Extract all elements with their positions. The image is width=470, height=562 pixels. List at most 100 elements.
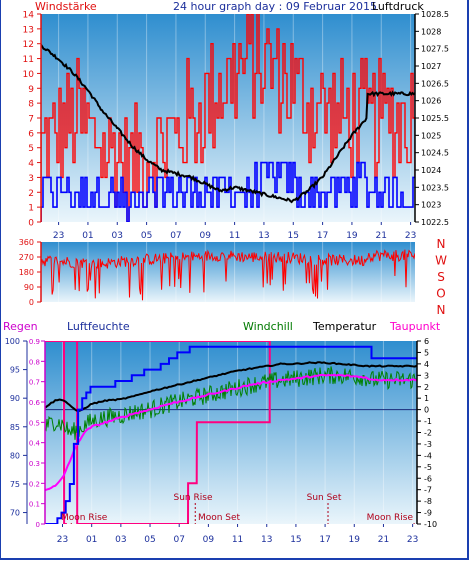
pressure-tick-label: 1026.5 bbox=[421, 79, 449, 88]
time-tick-label: 15 bbox=[288, 231, 299, 241]
direction-tick-label: 180 bbox=[19, 268, 34, 277]
wind-gust-series bbox=[41, 14, 415, 222]
bottom-time-labels: 23 01 03 05 07 09 11 13 15 17 19 21 23 bbox=[57, 524, 418, 545]
humidity-ticks: 100 95 90 85 80 75 70 bbox=[5, 337, 28, 524]
time-tick-label: 21 bbox=[378, 535, 389, 545]
compass-label: O bbox=[436, 287, 445, 301]
time-tick-label: 01 bbox=[86, 535, 97, 545]
event-label: Sun Set bbox=[307, 493, 342, 503]
wind-tick-label: 10 bbox=[23, 70, 35, 80]
temperature-tick-label: 3 bbox=[424, 371, 429, 380]
wind-direction-series bbox=[41, 249, 415, 301]
pressure-tick-label: 1028.5 bbox=[421, 10, 449, 19]
temperature-tick-label: 4 bbox=[424, 360, 429, 369]
time-tick-label: 21 bbox=[376, 231, 387, 241]
time-tick-label: 23 bbox=[407, 535, 418, 545]
rain-series bbox=[45, 341, 271, 524]
chart-title: 24 hour graph day : 09 Februar 2015 bbox=[173, 0, 377, 13]
pressure-tick-label: 1023.5 bbox=[421, 183, 449, 192]
compass-label: S bbox=[437, 270, 445, 284]
direction-tick-label: 270 bbox=[19, 253, 34, 262]
time-tick-label: 05 bbox=[141, 231, 152, 241]
time-tick-label: 03 bbox=[112, 231, 123, 241]
temperature-tick-label: -6 bbox=[424, 474, 432, 483]
temperature-series bbox=[45, 361, 417, 413]
wind-tick-label: 8 bbox=[28, 100, 34, 110]
rain-tick-label: 0.8 bbox=[29, 358, 40, 366]
top-time-labels: 23 01 03 05 07 09 11 13 15 17 19 21 23 bbox=[53, 222, 416, 241]
wind-tick-label: 4 bbox=[28, 159, 34, 169]
temperature-tick-label: -10 bbox=[424, 520, 437, 529]
rain-axis-title: Regen bbox=[3, 320, 38, 333]
dewpoint-legend: Taupunkt bbox=[389, 320, 441, 333]
temperature-tick-label: 5 bbox=[424, 348, 429, 357]
rain-tick-label: 0.7 bbox=[29, 379, 40, 387]
direction-ticks: 360 270 180 90 0 bbox=[19, 238, 41, 307]
temperature-ticks: 6 5 4 3 2 1 0 -1 -2 -3 -4 -5 -6 -7 -8 -9 -10 bbox=[417, 337, 437, 529]
time-tick-label: 23 bbox=[405, 231, 416, 241]
wind-tick-label: 5 bbox=[28, 144, 34, 154]
time-tick-label: 13 bbox=[258, 231, 269, 241]
time-tick-label: 01 bbox=[82, 231, 93, 241]
temperature-legend: Temperatur bbox=[312, 320, 377, 333]
rain-tick-label: 0.1 bbox=[29, 501, 40, 509]
pressure-tick-label: 1022.5 bbox=[421, 218, 449, 227]
temperature-tick-label: 2 bbox=[424, 383, 429, 392]
time-tick-label: 11 bbox=[229, 231, 240, 241]
rain-tick-label: 0.2 bbox=[29, 480, 40, 488]
humidity-tick-label: 75 bbox=[10, 480, 20, 489]
astro-events: Moon Rise Sun Rise Moon Set Sun Set Moon Ris… bbox=[61, 493, 415, 524]
time-tick-label: 19 bbox=[346, 231, 358, 241]
rain-tick-label: 0.3 bbox=[29, 460, 40, 468]
compass-label: W bbox=[435, 254, 447, 268]
temperature-tick-label: -4 bbox=[424, 451, 432, 460]
rain-tick-label: 0.9 bbox=[29, 338, 40, 346]
temperature-plot-area bbox=[45, 341, 417, 524]
event-label: Moon Set bbox=[198, 513, 241, 523]
wind-tick-label: 13 bbox=[23, 25, 34, 35]
time-tick-label: 07 bbox=[173, 535, 184, 545]
wind-tick-label: 12 bbox=[23, 40, 34, 50]
humidity-tick-label: 70 bbox=[10, 509, 20, 518]
wind-average-series bbox=[41, 161, 415, 222]
humidity-tick-label: 90 bbox=[10, 394, 20, 403]
time-tick-label: 09 bbox=[200, 231, 212, 241]
humidity-tick-label: 100 bbox=[5, 337, 20, 346]
pressure-tick-label: 1024.5 bbox=[421, 149, 449, 158]
pressure-tick-label: 1028 bbox=[421, 27, 441, 36]
temperature-tick-label: -1 bbox=[424, 417, 432, 426]
time-tick-label: 19 bbox=[349, 535, 361, 545]
temperature-tick-label: -3 bbox=[424, 440, 432, 449]
direction-tick-label: 360 bbox=[19, 238, 34, 247]
wind-tick-label: 1 bbox=[28, 204, 34, 214]
event-label: Moon Rise bbox=[367, 513, 414, 523]
windchill-legend: Windchill bbox=[243, 320, 293, 333]
pressure-tick-label: 1024 bbox=[421, 166, 441, 175]
windchill-series bbox=[45, 366, 417, 440]
dewpoint-series bbox=[45, 373, 417, 492]
temperature-tick-label: -7 bbox=[424, 486, 432, 495]
pressure-tick-label: 1025 bbox=[421, 131, 441, 140]
wind-tick-label: 2 bbox=[28, 189, 34, 199]
temperature-series bbox=[45, 341, 417, 524]
compass-label: N bbox=[437, 303, 446, 317]
time-tick-label: 23 bbox=[57, 535, 68, 545]
pressure-ticks: 1022.5 1023 1023.5 1024 1024.5 1025 1025.5 1026… bbox=[415, 10, 449, 227]
time-tick-label: 09 bbox=[203, 535, 215, 545]
wind-direction-series bbox=[41, 249, 415, 301]
rain-ticks: 0.9 0.8 0.7 0.6 0.5 0.4 0.3 0.2 0.1 0 bbox=[29, 338, 45, 529]
humidity-axis-title: Luftfeuchte bbox=[67, 320, 130, 333]
pressure-axis-title: Luftdruck bbox=[372, 0, 424, 13]
temperature-tick-label: -2 bbox=[424, 429, 432, 438]
wind-tick-label: 3 bbox=[28, 174, 34, 184]
wind-direction-plot-area bbox=[41, 242, 415, 302]
direction-grid bbox=[58, 242, 412, 302]
pressure-series bbox=[41, 44, 415, 204]
time-tick-label: 07 bbox=[170, 231, 181, 241]
wind-tick-label: 14 bbox=[23, 11, 35, 21]
wind-pressure-series bbox=[41, 14, 415, 222]
pressure-tick-label: 1023 bbox=[421, 201, 441, 210]
